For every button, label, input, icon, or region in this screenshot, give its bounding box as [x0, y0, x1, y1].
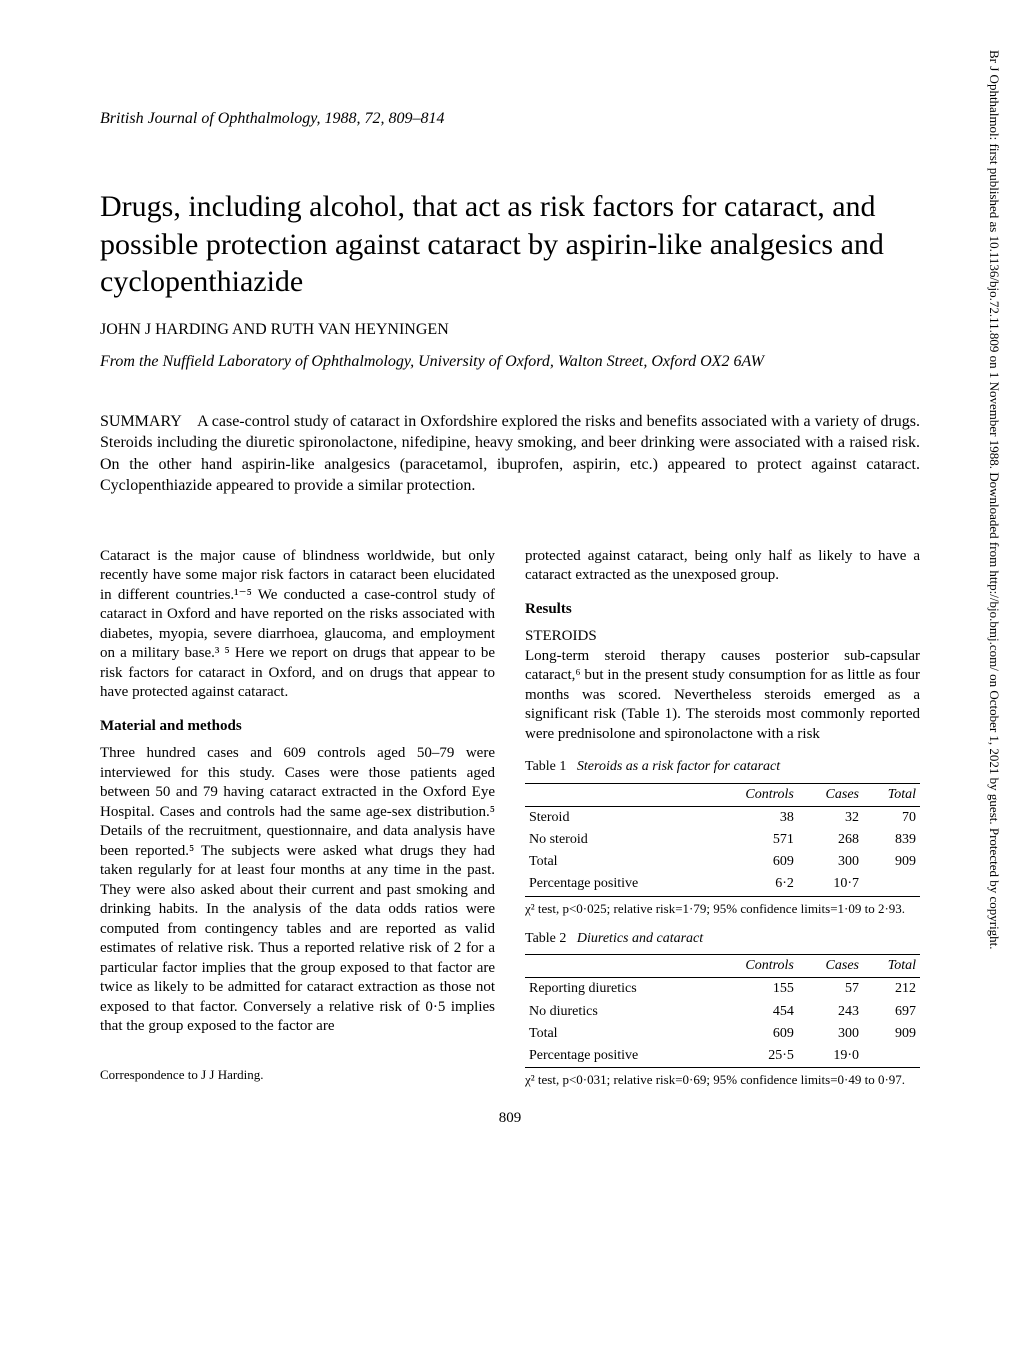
table2-title: Diuretics and cataract	[577, 931, 703, 946]
affiliation: From the Nuffield Laboratory of Ophthalm…	[100, 353, 920, 371]
table-row: No diuretics 454 243 697	[525, 1001, 920, 1023]
side-download-note: Br J Ophthalmol: first published as 10.1…	[982, 50, 1002, 1150]
table1-note: χ² test, p<0·025; relative risk=1·79; 95…	[525, 901, 920, 917]
table2-number: Table 2	[525, 931, 566, 946]
steroids-subheading: STEROIDS	[525, 627, 920, 647]
continuation-paragraph: protected against cataract, being only h…	[525, 547, 920, 586]
table2-note: χ² test, p<0·031; relative risk=0·69; 95…	[525, 1072, 920, 1088]
table-row: Percentage positive 6·2 10·7	[525, 873, 920, 896]
steroids-paragraph: Long-term steroid therapy causes posteri…	[525, 647, 920, 745]
table1-header-cases: Cases	[798, 783, 863, 806]
table2: Controls Cases Total Reporting diuretics…	[525, 954, 920, 1068]
summary-label: SUMMARY	[100, 413, 182, 430]
summary: SUMMARY A case-control study of cataract…	[100, 411, 920, 497]
table-row: No steroid 571 268 839	[525, 829, 920, 851]
page-number: 809	[100, 1110, 920, 1127]
methods-heading: Material and methods	[100, 717, 495, 737]
left-column: Cataract is the major cause of blindness…	[100, 547, 495, 1098]
article-title: Drugs, including alcohol, that act as ri…	[100, 188, 920, 301]
intro-paragraph: Cataract is the major cause of blindness…	[100, 547, 495, 703]
journal-reference: British Journal of Ophthalmology, 1988, …	[100, 110, 920, 128]
methods-paragraph: Three hundred cases and 609 controls age…	[100, 744, 495, 1037]
table-row: Reporting diuretics 155 57 212	[525, 978, 920, 1001]
table1-caption: Table 1 Steroids as a risk factor for ca…	[525, 758, 920, 776]
authors: JOHN J HARDING AND RUTH VAN HEYNINGEN	[100, 321, 920, 339]
table-row: Steroid 38 32 70	[525, 806, 920, 829]
two-column-body: Cataract is the major cause of blindness…	[100, 547, 920, 1098]
page: British Journal of Ophthalmology, 1988, …	[0, 0, 1020, 1167]
right-column: protected against cataract, being only h…	[525, 547, 920, 1098]
summary-text: A case-control study of cataract in Oxfo…	[100, 413, 920, 495]
table-row: Percentage positive 25·5 19·0	[525, 1045, 920, 1068]
results-heading: Results	[525, 600, 920, 620]
table-row: Total 609 300 909	[525, 851, 920, 873]
correspondence: Correspondence to J J Harding.	[100, 1067, 495, 1084]
table2-header-controls: Controls	[709, 955, 798, 978]
table2-header-cases: Cases	[798, 955, 863, 978]
table-row: Total 609 300 909	[525, 1023, 920, 1045]
table1-header-controls: Controls	[709, 783, 798, 806]
table1-header-total: Total	[863, 783, 920, 806]
table1-title: Steroids as a risk factor for cataract	[577, 759, 780, 774]
table2-header-blank	[525, 955, 709, 978]
table1-header-blank	[525, 783, 709, 806]
table2-caption: Table 2 Diuretics and cataract	[525, 930, 920, 948]
table2-header-total: Total	[863, 955, 920, 978]
table1: Controls Cases Total Steroid 38 32 70 No…	[525, 783, 920, 897]
table1-number: Table 1	[525, 759, 566, 774]
